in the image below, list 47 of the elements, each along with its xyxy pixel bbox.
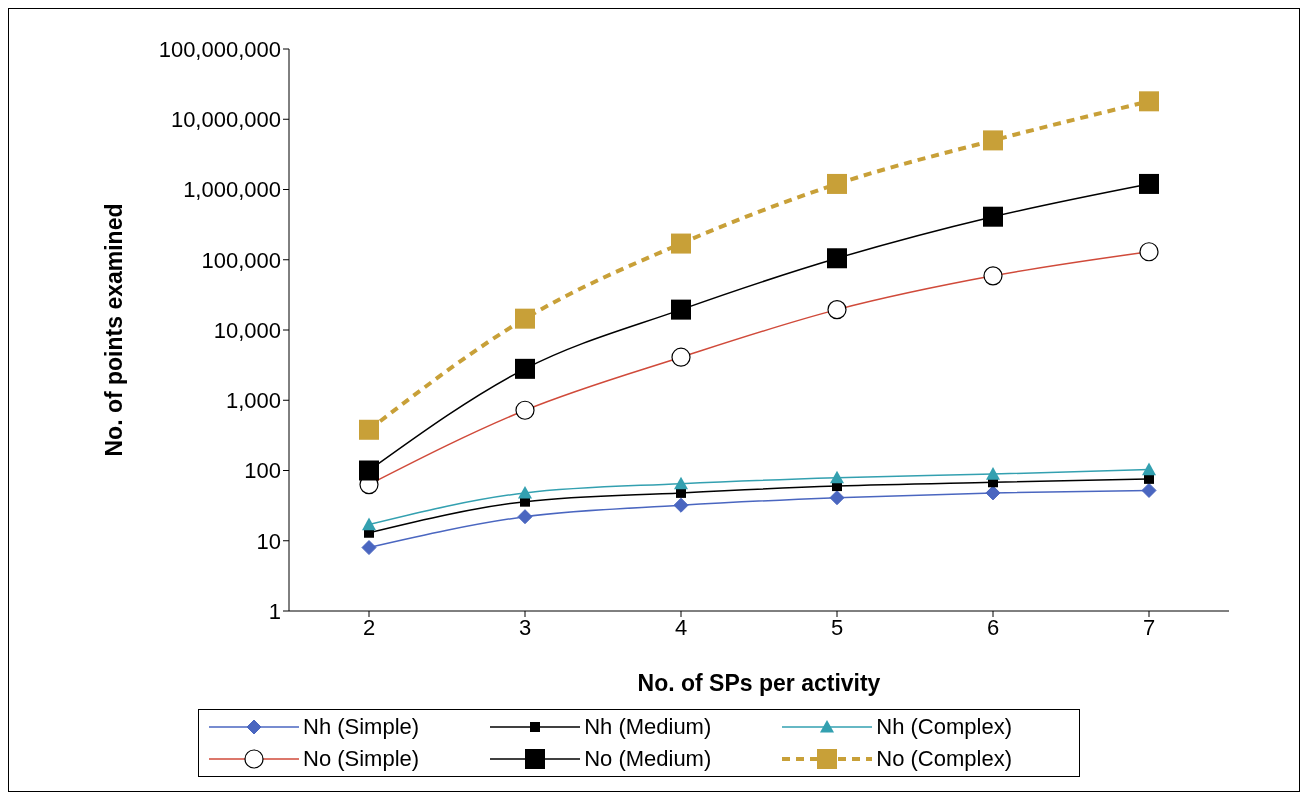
point: [515, 358, 535, 379]
point: [983, 206, 1003, 227]
y-tick-label: 100: [244, 458, 281, 484]
point: [1139, 91, 1159, 112]
point: [671, 299, 691, 320]
point: [515, 308, 535, 329]
point: [359, 419, 379, 440]
y-tick-label: 10,000: [213, 317, 281, 343]
point: [359, 460, 379, 481]
legend-label: Nh (Medium): [584, 714, 712, 740]
y-tick-label: 1,000: [225, 388, 281, 414]
point: [1139, 173, 1159, 194]
y-tick-label: 100,000: [201, 247, 281, 273]
point: [829, 490, 845, 506]
point: [986, 467, 1000, 480]
y-tick-label: 1: [268, 598, 281, 624]
legend-label: No (Complex): [876, 746, 1012, 772]
y-tick-label: 10,000,000: [170, 107, 281, 133]
x-tick-label: 3: [518, 614, 532, 640]
x-axis-title: No. of SPs per activity: [637, 670, 881, 696]
x-tick-label: 6: [986, 614, 1000, 640]
point: [517, 509, 533, 525]
point: [674, 476, 688, 490]
x-tick-label: 2: [362, 614, 376, 640]
x-tick-label: 7: [1142, 614, 1156, 640]
y-tick-label: 100,000,000: [158, 36, 281, 62]
y-axis-title: No. of points examined: [101, 203, 128, 457]
point: [830, 470, 844, 484]
point: [1141, 482, 1157, 498]
point: [361, 540, 377, 556]
y-tick-label: 10: [256, 528, 281, 554]
y-tick-label: 1,000,000: [183, 177, 281, 203]
point: [827, 173, 847, 194]
point: [518, 485, 532, 499]
legend-label: No (Simple): [303, 746, 420, 772]
x-tick-label: 4: [674, 614, 688, 640]
point: [673, 497, 689, 513]
point: [362, 517, 376, 531]
legend-label: Nh (Simple): [303, 714, 420, 740]
x-tick-label: 5: [830, 614, 844, 640]
point: [671, 233, 691, 254]
legend-label: Nh (Complex): [876, 714, 1012, 740]
point: [1142, 462, 1156, 476]
point: [985, 485, 1001, 501]
legend-label: No (Medium): [584, 746, 712, 772]
point: [983, 130, 1003, 151]
point: [827, 248, 847, 269]
